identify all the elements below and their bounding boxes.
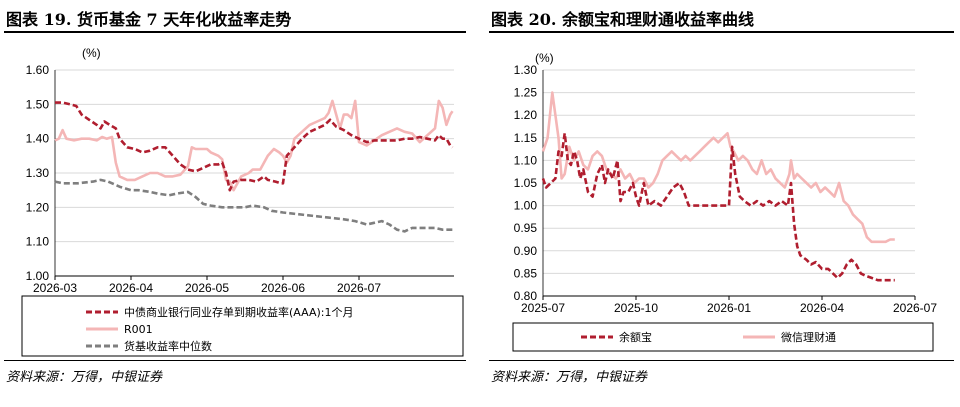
x-tick-label: 2025-07 (521, 301, 565, 315)
yuebao-licaitong-chart: 0.80 0.85 0.90 0.95 1.00 1.05 1.10 1.15 1.20 1.25… (512, 51, 937, 352)
legend-label: 中债商业银行同业存单到期收益率(AAA):1个月 (124, 305, 353, 319)
source-note: 资料来源：万得，中银证券 (6, 370, 163, 385)
y-tick-label: 1.00 (26, 269, 50, 283)
series-line (54, 178, 453, 233)
y-tick-label: 1.20 (26, 200, 50, 214)
y-tick-label: 1.25 (514, 86, 538, 100)
figure-title: 图表 20. 余额宝和理财通收益率曲线 (491, 10, 754, 29)
y-tick-label: 0.90 (514, 244, 538, 258)
x-tick-label: 2026-05 (185, 281, 229, 295)
y-tick-label: 1.30 (26, 166, 50, 180)
x-tick-label: 2026-07 (337, 281, 381, 295)
y-tick-label: 1.00 (514, 199, 538, 213)
y-tick-label: 1.30 (514, 63, 538, 77)
figure-title: 图表 19. 货币基金 7 天年化收益率走势 (6, 10, 292, 29)
x-tick-label: 2025-10 (614, 301, 658, 315)
x-tick-label: 2026-01 (707, 301, 751, 315)
series-line (541, 132, 895, 282)
legend-label: 微信理财通 (781, 330, 836, 344)
title-rule (4, 31, 466, 33)
series-line (54, 99, 454, 192)
y-tick-label: 1.50 (26, 97, 50, 111)
legend-label: 余额宝 (619, 330, 652, 344)
money-fund-yield-chart: 1.00 1.10 1.20 1.30 1.40 1.50 1.60 2026-03 2026-… (21, 46, 464, 357)
source-rule (4, 360, 466, 361)
x-tick-label: 2026-04 (800, 301, 844, 315)
y-tick-label: 0.95 (514, 221, 538, 235)
x-tick-label: 2026-07 (893, 301, 937, 315)
series-line (541, 91, 895, 244)
source-note: 资料来源：万得，中银证券 (491, 370, 648, 385)
y-tick-label: 1.05 (514, 176, 538, 190)
source-rule (489, 360, 954, 361)
legend-box (512, 322, 934, 352)
y-tick-label: 1.10 (26, 235, 50, 249)
title-rule (489, 31, 954, 33)
y-tick-label: 1.10 (514, 153, 538, 167)
y-unit-label: (%) (82, 46, 101, 60)
y-tick-label: 1.40 (26, 132, 50, 146)
x-tick-label: 2026-06 (261, 281, 305, 295)
x-tick-label: 2026-04 (109, 281, 153, 295)
legend-label: 货基收益率中位数 (124, 339, 212, 353)
legend-label: R001 (124, 323, 153, 336)
y-tick-label: 0.85 (514, 266, 538, 280)
y-unit-label: (%) (535, 51, 554, 65)
x-tick-label: 2026-03 (33, 281, 77, 295)
y-tick-label: 1.60 (26, 63, 50, 77)
y-tick-label: 1.15 (514, 131, 538, 145)
y-tick-label: 1.20 (514, 108, 538, 122)
series-line (55, 101, 454, 192)
y-tick-label: 0.80 (514, 289, 538, 303)
